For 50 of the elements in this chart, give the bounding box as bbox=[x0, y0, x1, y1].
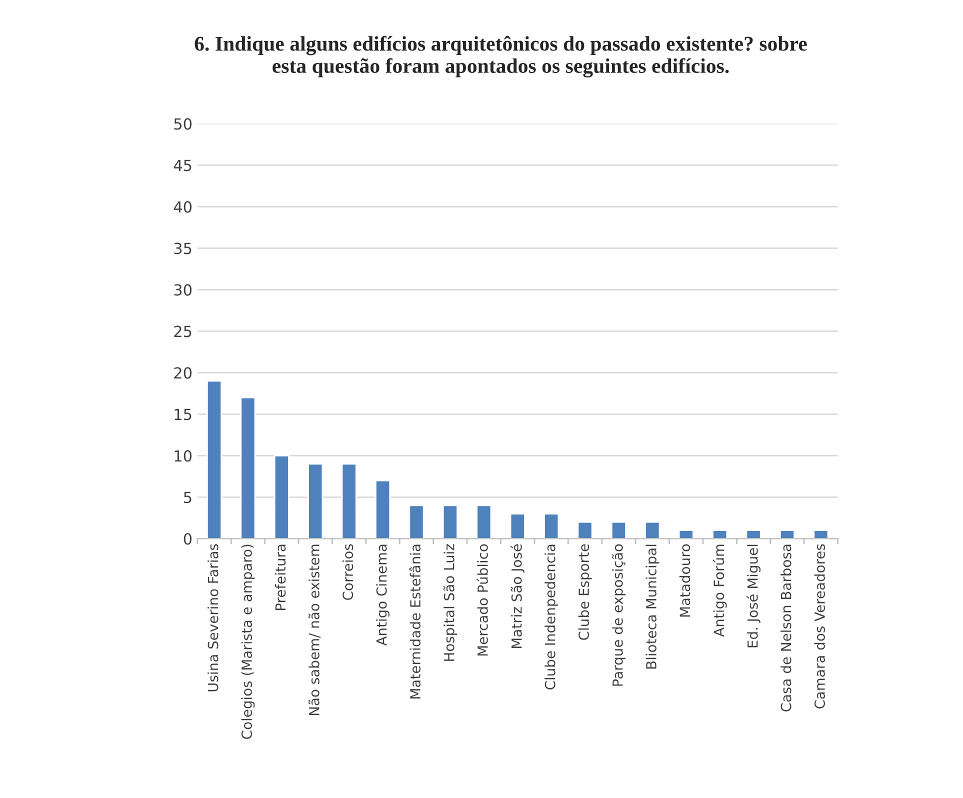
x-tick-label: Ed. José Miguel bbox=[746, 544, 761, 648]
x-tick-label: Mercado Público bbox=[476, 544, 488, 656]
y-tick-label: 5 bbox=[184, 492, 192, 504]
y-tick-label: 45 bbox=[174, 160, 192, 172]
bar bbox=[206, 380, 222, 539]
chart-title: 6. Indique alguns edifícios arquitetônicos do passado existente? sobre esta questão foram apontados os seguintes edifícios. bbox=[194, 36, 807, 78]
x-tick-label: Casa de Nelson Barbosa bbox=[780, 544, 792, 712]
x-tick-label: Usina Severino Farias bbox=[208, 544, 218, 692]
bar bbox=[408, 504, 424, 539]
x-tick-label: Não sabem/ não existem bbox=[308, 544, 321, 716]
x-tick-label: Maternidade Estefânia bbox=[409, 544, 421, 698]
x-tick-label: Antigo Forúm bbox=[712, 544, 727, 637]
y-tick-label: 30 bbox=[174, 284, 192, 296]
y-tick-label: 10 bbox=[174, 450, 192, 462]
bar bbox=[341, 463, 357, 539]
x-tick-label: Matriz São José bbox=[510, 544, 524, 648]
bar bbox=[476, 504, 492, 539]
x-tick-label: Blioteca Municipal bbox=[646, 544, 660, 669]
bar bbox=[746, 530, 762, 539]
bar bbox=[240, 396, 256, 539]
y-tick-label: 40 bbox=[174, 201, 192, 213]
x-tick-label: Hospital São Luiz bbox=[443, 544, 458, 661]
bar bbox=[375, 480, 391, 539]
bar bbox=[308, 463, 324, 539]
x-tick-label: Colegios (Marista e amparo) bbox=[241, 544, 255, 739]
x-tick-label: Prefeitura bbox=[274, 544, 286, 610]
y-tick-label: 25 bbox=[174, 326, 192, 338]
bar bbox=[813, 530, 829, 539]
x-tick-label: Matadouro bbox=[679, 544, 690, 617]
bar bbox=[577, 521, 593, 539]
x-tick-label: Correios bbox=[342, 544, 354, 600]
bar bbox=[544, 513, 560, 539]
bar bbox=[442, 504, 458, 539]
bar bbox=[644, 521, 660, 539]
bar bbox=[610, 521, 626, 539]
y-tick-label: 20 bbox=[174, 367, 192, 379]
bar bbox=[779, 530, 796, 539]
x-tick-label: Parque de exposição bbox=[612, 544, 626, 686]
x-tick-label: Clube Indenpedencia bbox=[544, 544, 558, 690]
bar bbox=[274, 454, 290, 539]
x-tick-label: Camara dos Vereadores bbox=[814, 544, 825, 708]
y-tick-label: 50 bbox=[174, 118, 192, 130]
y-tick-label: 0 bbox=[184, 533, 192, 545]
bar bbox=[510, 513, 526, 539]
bar bbox=[678, 530, 694, 539]
bar bbox=[712, 530, 728, 539]
y-tick-label: 15 bbox=[174, 408, 192, 420]
x-tick-label: Antigo Cinema bbox=[376, 544, 390, 646]
x-tick-label: Clube Esporte bbox=[578, 544, 592, 640]
y-tick-label: 35 bbox=[174, 242, 192, 254]
